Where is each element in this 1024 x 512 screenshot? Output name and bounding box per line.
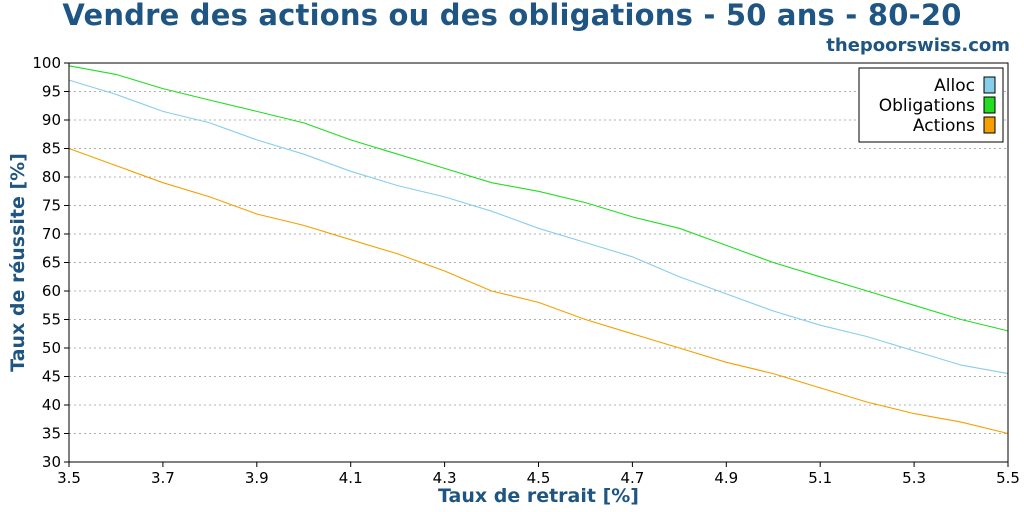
- y-tick-label: 85: [42, 140, 61, 158]
- y-tick-label: 35: [42, 425, 61, 443]
- legend-swatch-actions: [983, 116, 996, 134]
- legend-swatch-obligations: [983, 96, 996, 114]
- x-tick-label: 4.1: [339, 469, 363, 487]
- legend-swatch-alloc: [983, 76, 996, 94]
- y-tick-label: 55: [42, 311, 61, 329]
- source-watermark: thepoorswiss.com: [826, 35, 1010, 56]
- legend-label-actions: Actions: [913, 116, 975, 136]
- x-tick-label: 5.5: [996, 469, 1020, 487]
- y-tick-label: 30: [42, 453, 61, 471]
- legend-label-alloc: Alloc: [934, 76, 975, 96]
- y-tick-label: 80: [42, 168, 61, 186]
- series-lines: [68, 65, 1009, 435]
- y-tick-label: 50: [42, 339, 61, 357]
- legend-box: [858, 67, 1004, 143]
- y-tick-label: 90: [42, 111, 61, 129]
- series-line-alloc: [68, 79, 1009, 375]
- x-tick-label: 3.7: [151, 469, 175, 487]
- y-tick-label: 40: [42, 396, 61, 414]
- y-tick-label: 95: [42, 83, 61, 101]
- y-tick-label: 100: [32, 54, 61, 72]
- series-line-obligations: [68, 65, 1009, 332]
- y-tick-label: 75: [42, 197, 61, 215]
- y-tick-label: 45: [42, 368, 61, 386]
- x-tick-label: 5.1: [808, 469, 832, 487]
- y-tick-label: 65: [42, 254, 61, 272]
- y-axis-title: Taux de réussite [%]: [7, 153, 29, 372]
- x-tick-label: 4.9: [714, 469, 738, 487]
- x-tick-label: 4.7: [620, 469, 644, 487]
- grid-lines: [69, 91, 1008, 434]
- x-tick-label: 4.5: [527, 469, 551, 487]
- x-tick-label: 4.3: [433, 469, 457, 487]
- x-tick-label: 5.3: [902, 469, 926, 487]
- x-tick-label: 3.9: [245, 469, 269, 487]
- legend-label-obligations: Obligations: [879, 96, 975, 116]
- x-tick-label: 3.5: [57, 469, 81, 487]
- x-axis-title: Taux de retrait [%]: [438, 485, 639, 507]
- y-tick-label: 70: [42, 225, 61, 243]
- y-tick-label: 60: [42, 282, 61, 300]
- chart-title: Vendre des actions ou des obligations - …: [62, 0, 962, 32]
- series-line-actions: [68, 147, 1009, 435]
- axis-ticks: 30 35 40 45 50 55 60 65 70 75 80 85 90 95 100 3.5 3.7 3.9…: [32, 54, 1020, 487]
